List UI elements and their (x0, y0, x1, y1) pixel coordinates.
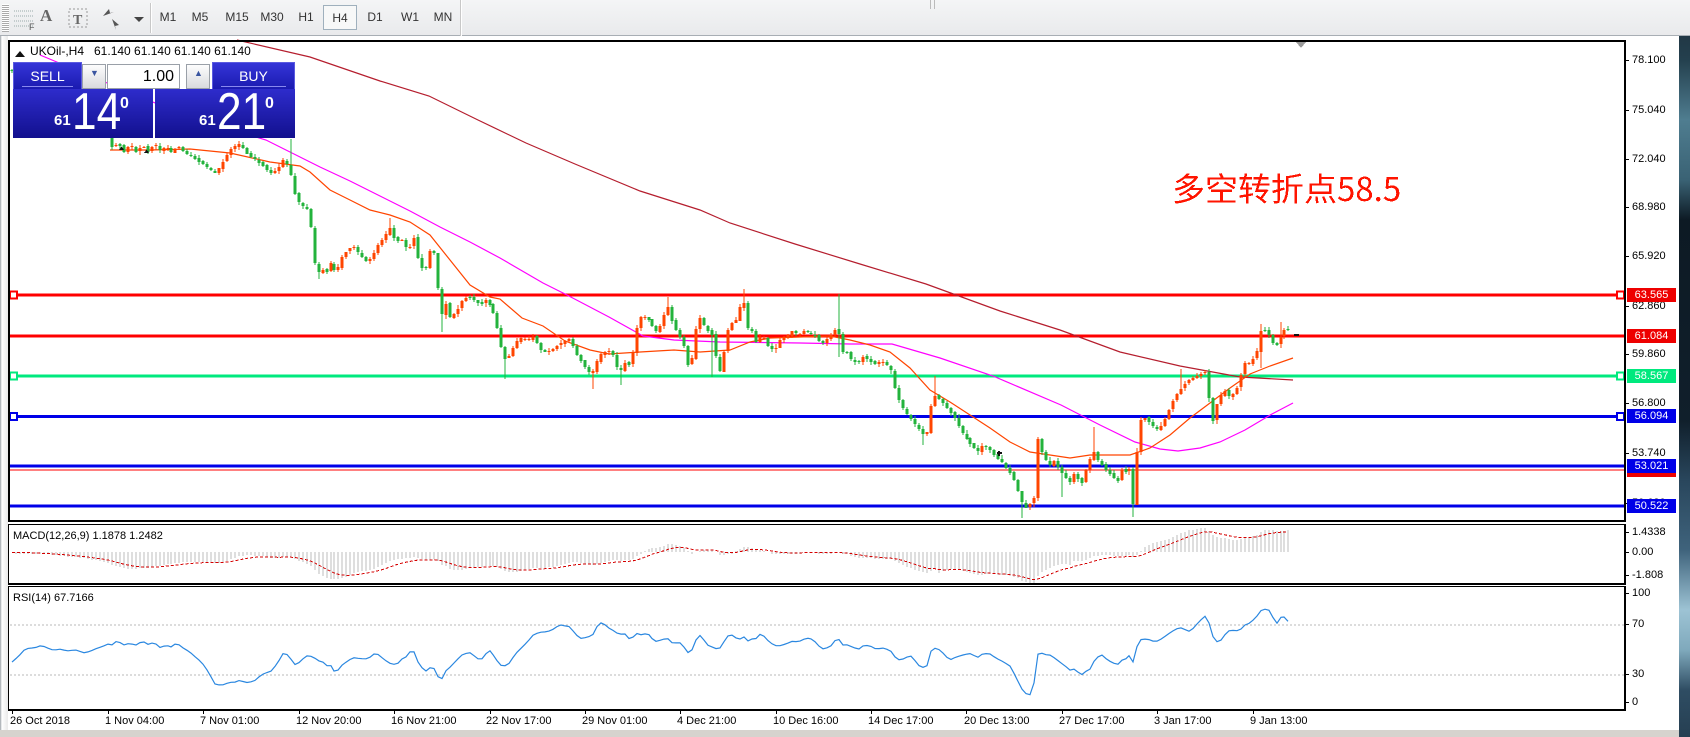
svg-text:F: F (29, 22, 35, 32)
svg-text:T: T (73, 13, 83, 28)
